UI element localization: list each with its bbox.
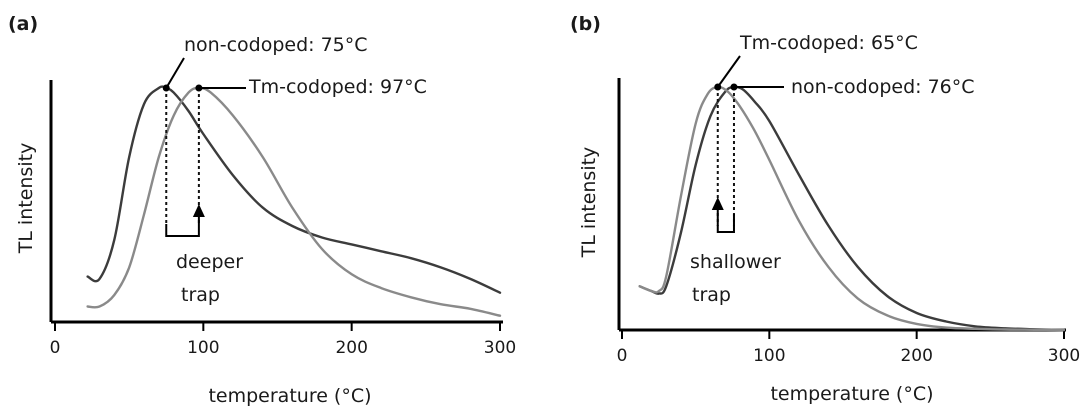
- series-line-non-codoped: [86, 85, 502, 294]
- panel-b-shift-arrowhead: [711, 197, 724, 210]
- panel-b-shift-label-line2: trap: [692, 284, 731, 306]
- series-line-tm-codoped: [86, 86, 502, 317]
- panel-a-shift-label: deeper: [176, 251, 243, 273]
- panel-a-series: [86, 85, 502, 317]
- panel-b-annotation-non-codoped: non-codoped: 76°C: [791, 76, 975, 98]
- x-tick-label: 200: [335, 338, 367, 358]
- panel-b-x-ticks: 0 100 200 300: [617, 330, 1080, 366]
- panel-a-leader-non-codoped: [165, 57, 185, 89]
- panel-b-shift-label: shallower: [690, 251, 781, 273]
- panel-b-shift-bracket: [716, 208, 735, 233]
- x-tick-label: 100: [753, 346, 785, 366]
- panel-a-x-axis-title: temperature (°C): [208, 385, 371, 407]
- panel-b-series: [638, 85, 1066, 332]
- panel-b-annotation-tm-codoped: Tm-codoped: 65°C: [739, 32, 918, 54]
- x-tick-label: 0: [617, 346, 628, 366]
- panel-b-label: (b): [570, 13, 601, 35]
- panel-b: (b) 0 100 200 300 TL intensity temperature …: [570, 13, 1080, 405]
- x-tick-label: 100: [187, 338, 219, 358]
- x-tick-label: 0: [50, 338, 61, 358]
- panel-a-shift-label-line2: trap: [181, 284, 220, 306]
- panel-a-annotation-tm-codoped: Tm-codoped: 97°C: [248, 76, 427, 98]
- panel-b-y-axis-title: TL intensity: [578, 147, 600, 259]
- series-line-tm-codoped: [638, 85, 1066, 332]
- panel-a-y-axis-title: TL intensity: [15, 143, 37, 255]
- panel-a-shift-bracket: [165, 214, 200, 237]
- x-tick-label: 200: [900, 346, 932, 366]
- series-line-non-codoped: [638, 85, 1066, 332]
- panel-a-x-ticks: 0 100 200 300: [50, 322, 516, 358]
- panel-b-leader-tm-codoped: [716, 55, 741, 88]
- panel-a-annotation-non-codoped: non-codoped: 75°C: [184, 34, 368, 56]
- x-tick-label: 300: [484, 338, 516, 358]
- panel-b-x-axis-title: temperature (°C): [770, 383, 933, 405]
- panel-a-label: (a): [8, 13, 38, 35]
- panel-a-shift-arrowhead: [192, 204, 205, 217]
- x-tick-label: 300: [1048, 346, 1080, 366]
- panel-a: (a) 0 100 200 300 TL intensity temperature …: [8, 13, 516, 407]
